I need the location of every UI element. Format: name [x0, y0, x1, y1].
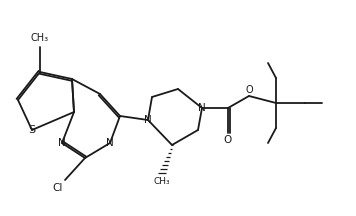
- Text: S: S: [28, 125, 36, 135]
- Text: O: O: [245, 85, 253, 95]
- Text: N: N: [106, 138, 114, 148]
- Text: N: N: [144, 115, 152, 125]
- Text: CH₃: CH₃: [31, 33, 49, 43]
- Text: N: N: [58, 138, 66, 148]
- Text: Cl: Cl: [53, 183, 63, 193]
- Text: CH₃: CH₃: [154, 176, 170, 186]
- Text: O: O: [224, 135, 232, 145]
- Text: N: N: [198, 103, 206, 113]
